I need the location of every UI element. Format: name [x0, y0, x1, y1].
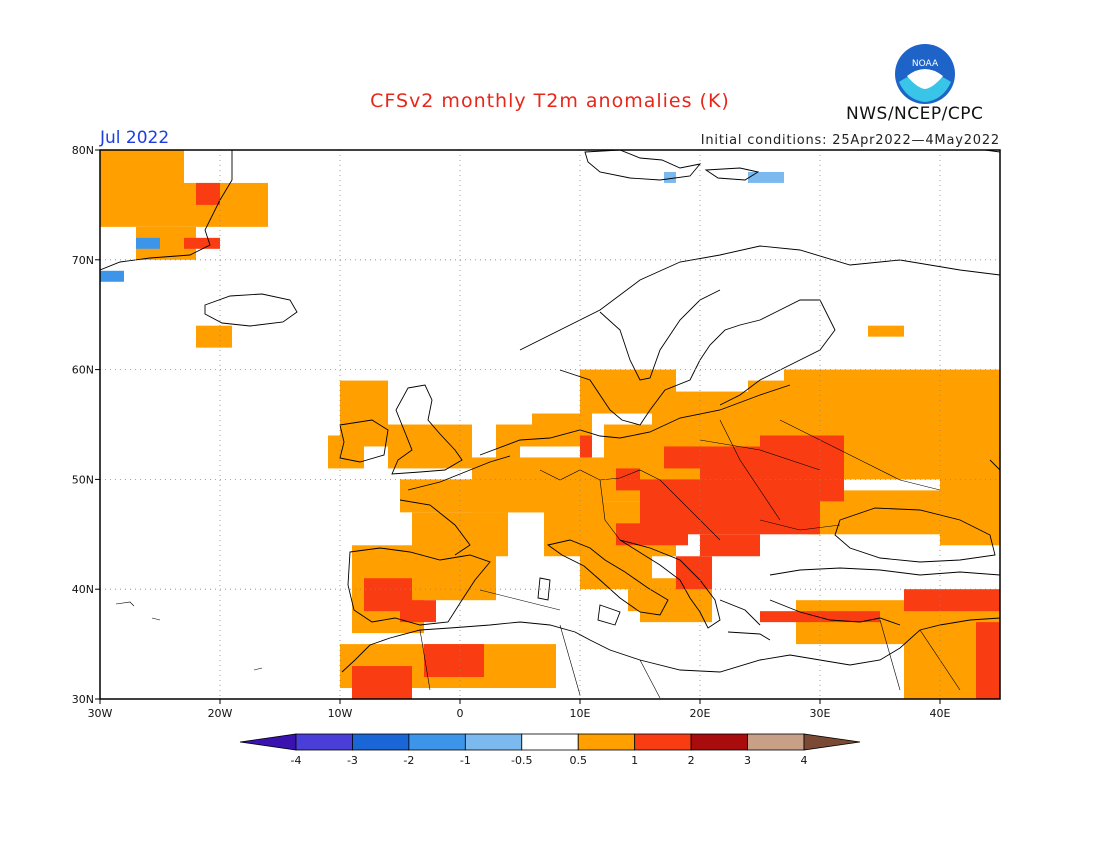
colorbar-box-pos2_3: [690, 733, 748, 751]
colorbar-box-neutral: [521, 733, 579, 751]
lon-tick-label: 30E: [810, 707, 831, 720]
anomaly-cell-pos05_1: [100, 150, 184, 227]
anomaly-cell-pos1_2: [976, 622, 1000, 699]
colorbar-label: 3: [744, 754, 751, 767]
colorbar-box-pos3_4: [747, 733, 805, 751]
anomaly-cell-pos1_2: [424, 644, 484, 678]
lat-tick-label: 60N: [72, 364, 94, 377]
lon-tick-label: 10W: [328, 707, 353, 720]
lat-tick-label: 70N: [72, 254, 94, 267]
colorbar-high-arrow: [803, 733, 861, 751]
org-label: NWS/NCEP/CPC: [846, 104, 984, 124]
anomaly-cell-pos1_2: [904, 589, 1000, 612]
colorbar-label: -2: [403, 754, 414, 767]
anomaly-cell-pos05_1: [868, 325, 904, 337]
lon-tick-label: 30W: [88, 707, 113, 720]
colorbar-box-neg2_neg1: [408, 733, 466, 751]
anomaly-cell-pos1_2: [760, 435, 844, 469]
lat-tick-label: 40N: [72, 583, 94, 596]
anomaly-cell-neg2_neg1: [136, 237, 160, 249]
colorbar-box-pos05_1: [577, 733, 636, 751]
lon-tick-label: 40E: [930, 707, 951, 720]
anomaly-cell-pos1_2: [616, 523, 688, 546]
coastlines: [100, 150, 1000, 699]
anomaly-cell-pos1_2: [760, 611, 880, 623]
lon-tick-label: 20W: [208, 707, 233, 720]
graticule: [100, 150, 1000, 699]
lat-tick-label: 50N: [72, 473, 94, 486]
anomaly-cell-pos1_2: [700, 534, 760, 557]
anomaly-cell-pos1_2: [184, 237, 220, 249]
anomaly-cell-neg1_neg05: [664, 171, 676, 183]
colorbar-label: 0.5: [569, 754, 587, 767]
colorbar-box-neg3_neg2: [352, 733, 410, 751]
anomaly-cell-pos1_2: [400, 600, 436, 623]
anomaly-cell-pos1_2: [616, 468, 640, 491]
anomaly-cell-pos1_2: [196, 182, 220, 205]
anomaly-cell-pos05_1: [628, 589, 652, 612]
map-title: CFSv2 monthly T2m anomalies (K): [370, 90, 730, 112]
anomaly-cell-pos05_1: [424, 545, 496, 601]
anomaly-cell-pos05_1: [196, 325, 232, 348]
anomaly-cells: [100, 150, 1000, 699]
lon-tick-label: 0: [457, 707, 464, 720]
lat-tick-label: 30N: [72, 693, 94, 706]
svg-text:NOAA: NOAA: [912, 59, 939, 69]
initial-conditions-label: Initial conditions: 25Apr2022—4May2022: [700, 133, 1000, 148]
colorbar-label: -3: [347, 754, 358, 767]
colorbar-label: -4: [291, 754, 302, 767]
anomaly-cell-pos1_2: [580, 435, 592, 458]
anomaly-cell-pos05_1: [940, 468, 1000, 546]
colorbar-box-neg1_neg05: [464, 733, 523, 751]
anomaly-cell-neg1_neg05: [748, 171, 784, 183]
colorbar-low-arrow: [239, 733, 297, 751]
lon-tick-label: 20E: [690, 707, 711, 720]
map-frame: [99, 149, 1001, 700]
anomaly-cell-pos05_1: [388, 424, 472, 469]
colorbar-label: 1: [631, 754, 638, 767]
anomaly-cell-pos05_1: [340, 380, 388, 447]
lon-tick-label: 10E: [570, 707, 591, 720]
lat-tick-label: 80N: [72, 144, 94, 157]
colorbar: -4 -3 -2 -1 -0.5 0.5 1 2 3 4: [239, 733, 861, 767]
month-label: Jul 2022: [100, 128, 170, 148]
colorbar-label: -1: [460, 754, 471, 767]
anomaly-cell-pos1_2: [664, 446, 700, 469]
colorbar-label: 4: [801, 754, 808, 767]
colorbar-box-neg4_neg3: [295, 733, 353, 751]
axis-ticks: 30W 20W 10W 0 10E 20E 30E 40E 80N 70N 60N 50N 40N 30N: [72, 144, 951, 720]
anomaly-cell-neg2_neg1: [100, 270, 124, 282]
anomaly-cell-pos1_2: [352, 666, 412, 699]
colorbar-box-pos1_2: [634, 733, 692, 751]
colorbar-label: -0.5: [511, 754, 532, 767]
noaa-logo-icon: NOAA: [895, 44, 955, 104]
colorbar-label: 2: [688, 754, 695, 767]
